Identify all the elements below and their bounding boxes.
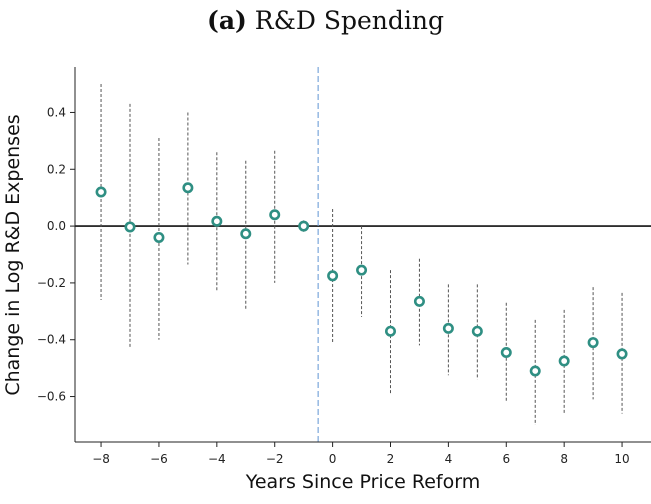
ticks: −8 −6 −4 −2 0 2 4 6 8 10 −0.6 −0.4 −0.2 0.0 0.2 0.4 bbox=[37, 105, 630, 466]
data-point bbox=[124, 221, 136, 233]
y-tick-label: 0.2 bbox=[47, 162, 66, 176]
x-tick-label: 2 bbox=[387, 452, 395, 466]
x-axis-label: Years Since Price Reform bbox=[245, 471, 480, 493]
data-point bbox=[95, 186, 107, 198]
y-tick-label: 0.4 bbox=[47, 105, 66, 119]
chart-title-text: R&D Spending bbox=[254, 6, 444, 35]
x-tick-label: 6 bbox=[502, 452, 510, 466]
y-tick-label: −0.2 bbox=[37, 276, 66, 290]
x-tick-label: 4 bbox=[445, 452, 453, 466]
x-tick-label: −8 bbox=[92, 452, 110, 466]
data-point bbox=[211, 215, 223, 227]
x-tick-label: −4 bbox=[208, 452, 226, 466]
data-point bbox=[442, 322, 454, 334]
data-point bbox=[471, 325, 483, 337]
data-point bbox=[384, 325, 396, 337]
axes bbox=[74, 67, 651, 443]
data-point bbox=[413, 295, 425, 307]
data-point bbox=[529, 365, 541, 377]
data-point bbox=[558, 355, 570, 367]
data-point bbox=[182, 182, 194, 194]
error-bars bbox=[100, 84, 623, 425]
data-point bbox=[616, 348, 628, 360]
data-point bbox=[269, 209, 281, 221]
data-point bbox=[240, 228, 252, 240]
data-point bbox=[298, 220, 310, 232]
data-point bbox=[153, 231, 165, 243]
x-tick-label: 10 bbox=[614, 452, 629, 466]
y-tick-label: 0.0 bbox=[47, 219, 66, 233]
y-tick-label: −0.6 bbox=[37, 390, 66, 404]
reference-lines bbox=[75, 67, 651, 442]
data-point bbox=[587, 337, 599, 349]
data-point bbox=[500, 347, 512, 359]
x-tick-label: 0 bbox=[329, 452, 337, 466]
chart-title-tag: (a) bbox=[206, 6, 247, 35]
data-points bbox=[95, 182, 628, 377]
x-tick-label: −6 bbox=[150, 452, 168, 466]
y-tick-label: −0.4 bbox=[37, 333, 66, 347]
y-axis-label: Change in Log R&D Expenses bbox=[2, 114, 24, 395]
x-tick-label: 8 bbox=[560, 452, 568, 466]
data-point bbox=[356, 264, 368, 276]
chart-title: (a) R&D Spending bbox=[0, 6, 651, 35]
data-point bbox=[327, 270, 339, 282]
x-tick-label: −2 bbox=[266, 452, 284, 466]
